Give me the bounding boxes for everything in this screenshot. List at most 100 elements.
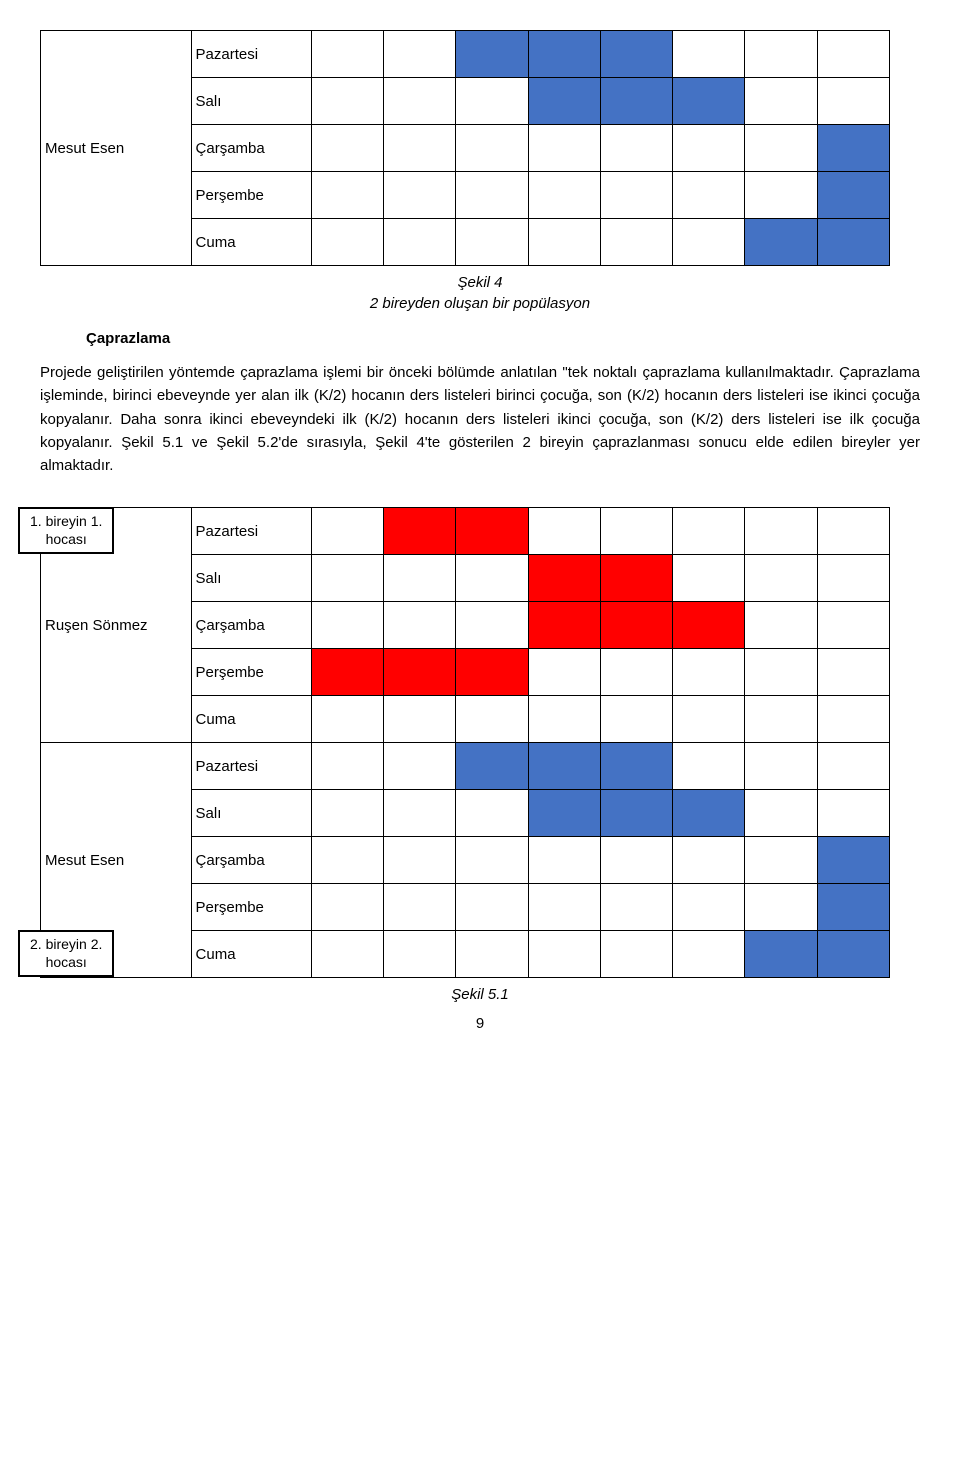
slot-cell — [817, 790, 889, 837]
slot-cell — [528, 931, 600, 978]
slot-cell — [384, 837, 456, 884]
slot-cell — [673, 31, 745, 78]
slot-cell — [745, 649, 817, 696]
slot-cell — [673, 931, 745, 978]
slot-cell — [528, 172, 600, 219]
slot-cell — [745, 219, 817, 266]
slot-cell — [817, 743, 889, 790]
slot-cell — [745, 172, 817, 219]
slot-cell — [745, 790, 817, 837]
slot-cell — [528, 743, 600, 790]
slot-cell — [384, 555, 456, 602]
page-number: 9 — [40, 1015, 920, 1032]
slot-cell — [817, 931, 889, 978]
day-cell: Çarşamba — [191, 602, 311, 649]
slot-cell — [528, 555, 600, 602]
slot-cell — [311, 125, 383, 172]
slot-cell — [817, 31, 889, 78]
slot-cell — [311, 31, 383, 78]
slot-cell — [311, 696, 383, 743]
slot-cell — [384, 31, 456, 78]
slot-cell — [528, 31, 600, 78]
slot-cell — [311, 78, 383, 125]
slot-cell — [384, 884, 456, 931]
slot-cell — [673, 555, 745, 602]
slot-cell — [673, 790, 745, 837]
slot-cell — [745, 837, 817, 884]
day-cell: Çarşamba — [191, 837, 311, 884]
slot-cell — [456, 837, 528, 884]
callout-line: hocası — [46, 954, 87, 970]
slot-cell — [600, 555, 672, 602]
slot-cell — [384, 172, 456, 219]
slot-cell — [673, 884, 745, 931]
slot-cell — [528, 125, 600, 172]
day-cell: Cuma — [191, 219, 311, 266]
slot-cell — [311, 931, 383, 978]
slot-cell — [384, 219, 456, 266]
day-cell: Perşembe — [191, 649, 311, 696]
slot-cell — [817, 219, 889, 266]
figure4-subtitle: 2 bireyden oluşan bir popülasyon — [40, 295, 920, 312]
slot-cell — [384, 602, 456, 649]
slot-cell — [600, 931, 672, 978]
day-cell: Çarşamba — [191, 125, 311, 172]
slot-cell — [311, 172, 383, 219]
slot-cell — [456, 508, 528, 555]
day-cell: Salı — [191, 555, 311, 602]
callout-bireyin-1: 1. bireyin 1. hocası — [18, 507, 114, 554]
slot-cell — [600, 31, 672, 78]
slot-cell — [456, 696, 528, 743]
slot-cell — [456, 884, 528, 931]
slot-cell — [673, 837, 745, 884]
slot-cell — [384, 125, 456, 172]
slot-cell — [600, 508, 672, 555]
section-heading: Çaprazlama — [86, 330, 920, 347]
day-cell: Salı — [191, 790, 311, 837]
slot-cell — [528, 649, 600, 696]
slot-cell — [673, 508, 745, 555]
slot-cell — [528, 219, 600, 266]
slot-cell — [528, 508, 600, 555]
slot-cell — [456, 78, 528, 125]
slot-cell — [745, 696, 817, 743]
slot-cell — [817, 508, 889, 555]
slot-cell — [817, 696, 889, 743]
slot-cell — [456, 125, 528, 172]
slot-cell — [600, 172, 672, 219]
slot-cell — [456, 743, 528, 790]
slot-cell — [456, 172, 528, 219]
day-cell: Perşembe — [191, 172, 311, 219]
slot-cell — [600, 649, 672, 696]
slot-cell — [456, 602, 528, 649]
day-cell: Salı — [191, 78, 311, 125]
slot-cell — [456, 649, 528, 696]
slot-cell — [745, 78, 817, 125]
slot-cell — [745, 743, 817, 790]
slot-cell — [817, 555, 889, 602]
slot-cell — [817, 172, 889, 219]
slot-cell — [817, 884, 889, 931]
figure5-1-caption: Şekil 5.1 — [40, 986, 920, 1003]
slot-cell — [600, 790, 672, 837]
slot-cell — [600, 743, 672, 790]
slot-cell — [817, 837, 889, 884]
slot-cell — [600, 884, 672, 931]
slot-cell — [311, 555, 383, 602]
slot-cell — [456, 219, 528, 266]
callout-line: hocası — [46, 531, 87, 547]
schedule-table-bottom: Ruşen SönmezPazartesiSalıÇarşambaPerşemb… — [40, 507, 890, 978]
slot-cell — [745, 931, 817, 978]
slot-cell — [528, 602, 600, 649]
slot-cell — [528, 837, 600, 884]
slot-cell — [673, 696, 745, 743]
person-name-cell: Mesut Esen — [41, 31, 192, 266]
slot-cell — [456, 790, 528, 837]
slot-cell — [528, 790, 600, 837]
slot-cell — [745, 125, 817, 172]
slot-cell — [311, 790, 383, 837]
callout-line: 2. bireyin 2. — [30, 936, 102, 952]
slot-cell — [745, 602, 817, 649]
slot-cell — [673, 172, 745, 219]
slot-cell — [384, 790, 456, 837]
